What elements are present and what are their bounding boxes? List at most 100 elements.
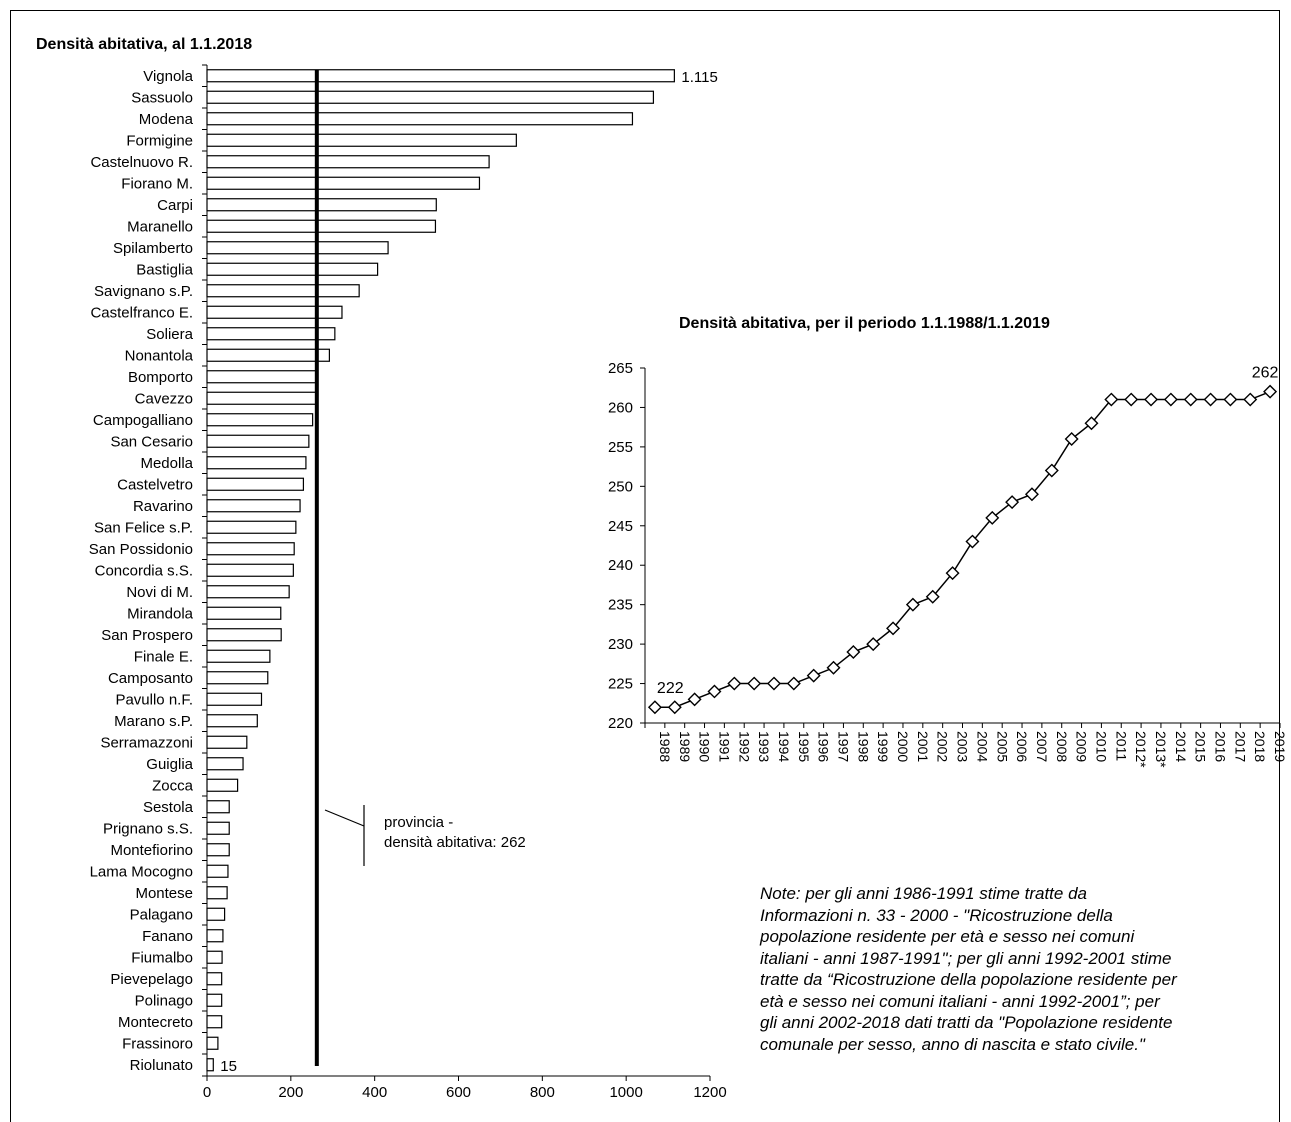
bar: [206, 628, 282, 642]
bar: [206, 520, 297, 534]
x-tick-label: 2004: [974, 731, 990, 762]
category-label: Fiumalbo: [131, 949, 193, 966]
x-tick-label: 2007: [1034, 731, 1050, 762]
x-tick-label: 2005: [994, 731, 1010, 762]
data-point: [1124, 392, 1139, 407]
x-tick-label: 1993: [756, 731, 772, 762]
data-point: [766, 676, 781, 691]
bar: [206, 413, 314, 427]
x-tick-label: 1992: [736, 731, 752, 762]
category-label: San Prospero: [101, 627, 193, 644]
category-label: Camposanto: [108, 670, 193, 687]
category-label: Campogalliano: [93, 412, 193, 429]
data-point: [727, 676, 742, 691]
category-label: Serramazzoni: [100, 734, 193, 751]
category-label: Nonantola: [125, 347, 194, 364]
bar: [206, 907, 226, 921]
category-label: Prignano s.S.: [103, 820, 193, 837]
x-tick-label: 2019: [1272, 731, 1288, 762]
data-point: [1183, 392, 1198, 407]
category-label: Mirandola: [127, 605, 194, 622]
x-tick-label: 1200: [693, 1084, 726, 1101]
category-label: Finale E.: [134, 648, 193, 665]
category-label: Riolunato: [130, 1057, 193, 1074]
x-tick-label: 0: [203, 1084, 211, 1101]
y-tick-label: 230: [608, 636, 633, 653]
category-label: Lama Mocogno: [90, 863, 193, 880]
data-point: [1024, 487, 1039, 502]
data-point: [866, 637, 881, 652]
bar: [206, 327, 336, 341]
x-tick-label: 2017: [1232, 731, 1248, 762]
x-tick-label: 400: [362, 1084, 387, 1101]
data-point: [886, 621, 901, 636]
x-tick-label: 2014: [1173, 731, 1189, 762]
y-tick-label: 220: [608, 715, 633, 732]
category-label: Frassinoro: [122, 1035, 193, 1052]
category-label: Montecreto: [118, 1014, 193, 1031]
y-tick-label: 265: [608, 360, 633, 377]
bar: [206, 606, 282, 620]
x-tick-label: 1994: [776, 731, 792, 762]
x-tick-label: 1996: [816, 731, 832, 762]
data-point: [1203, 392, 1218, 407]
category-label: Fiorano M.: [121, 175, 193, 192]
bar: [206, 198, 437, 212]
bar: [206, 1015, 223, 1029]
category-label: Palagano: [130, 906, 193, 923]
x-tick-label: 2008: [1054, 731, 1070, 762]
y-tick-label: 245: [608, 518, 633, 535]
province-reference-label-line1: provincia -: [384, 814, 454, 831]
category-label: Modena: [139, 111, 194, 128]
x-tick-label: 1988: [657, 731, 673, 762]
bar: [206, 800, 230, 814]
bar: [206, 499, 301, 513]
bar: [206, 735, 248, 749]
data-point: [747, 676, 762, 691]
data-point: [687, 692, 702, 707]
y-tick-label: 225: [608, 676, 633, 693]
x-tick-label: 200: [278, 1084, 303, 1101]
data-point: [965, 534, 980, 549]
category-label: Montese: [135, 885, 193, 902]
category-label: Castelnuovo R.: [90, 154, 193, 171]
data-label: 222: [657, 680, 684, 697]
x-tick-label: 1997: [836, 731, 852, 762]
x-tick-label: 2003: [955, 731, 971, 762]
x-tick-label: 2016: [1213, 731, 1229, 762]
bar: [206, 714, 258, 728]
category-label: Novi di M.: [126, 584, 193, 601]
x-tick-label: 2006: [1014, 731, 1030, 762]
bar: [206, 542, 295, 556]
bar: [206, 692, 263, 706]
category-label: Ravarino: [133, 498, 193, 515]
x-tick-label: 2009: [1074, 731, 1090, 762]
bar: [206, 477, 305, 491]
category-label: Concordia s.S.: [95, 562, 193, 579]
bar: [206, 262, 379, 276]
category-label: Polinago: [135, 992, 193, 1009]
category-label: Sassuolo: [131, 89, 193, 106]
bar-chart-title: Densità abitativa, al 1.1.2018: [36, 36, 253, 53]
data-point: [945, 566, 960, 581]
bar: [206, 434, 310, 448]
category-label: Maranello: [127, 218, 193, 235]
data-point: [985, 510, 1000, 525]
bar: [206, 929, 224, 943]
data-point: [707, 684, 722, 699]
category-label: Bomporto: [128, 369, 193, 386]
x-tick-label: 2001: [915, 731, 931, 762]
x-tick-label: 2018: [1252, 731, 1268, 762]
province-reference-label: provincia - densità abitativa: 262: [384, 813, 526, 853]
data-label: 15: [220, 1058, 237, 1075]
bar: [206, 757, 244, 771]
category-label: Castelfranco E.: [90, 304, 193, 321]
bar: [206, 241, 389, 255]
data-point: [667, 700, 682, 715]
category-label: Fanano: [142, 928, 193, 945]
series-line: [654, 390, 1271, 708]
y-tick-label: 235: [608, 597, 633, 614]
category-label: Marano s.P.: [114, 713, 193, 730]
data-point: [1104, 392, 1119, 407]
x-tick-label: 600: [446, 1084, 471, 1101]
